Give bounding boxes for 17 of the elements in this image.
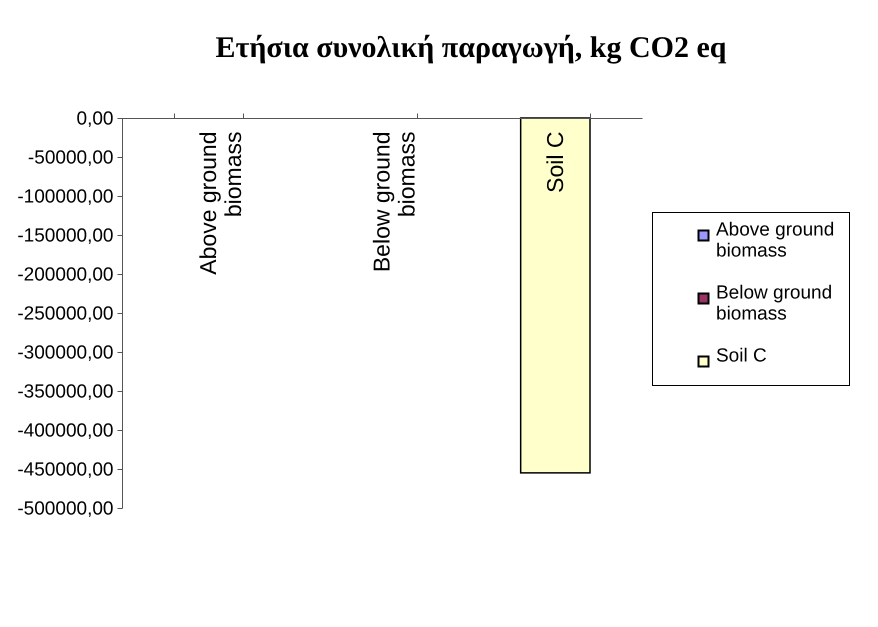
y-tick-label: -200000,00 <box>17 264 114 286</box>
y-tick-label: -150000,00 <box>17 226 114 246</box>
y-tick-label: -450000,00 <box>17 460 114 480</box>
y-tick-label: 0,00 <box>76 108 114 130</box>
y-tick-label: -350000,00 <box>17 382 114 402</box>
x-tick-label: Above ground biomass <box>195 132 246 275</box>
x-tick-label: Soil C <box>542 132 568 193</box>
y-tick-label: -100000,00 <box>17 186 114 208</box>
y-tick-label: -300000,00 <box>17 342 114 364</box>
x-tick-label: Below ground biomass <box>368 132 420 272</box>
legend-label: Below ground biomass <box>716 282 832 324</box>
y-tick-label: -50000,00 <box>28 148 114 168</box>
y-tick-label: -400000,00 <box>17 420 114 442</box>
y-tick-label: -500000,00 <box>17 498 114 520</box>
chart-title: Ετήσια συνολική παραγωγή, kg CO2 eq <box>216 31 727 64</box>
legend-label: Soil C <box>716 346 767 366</box>
y-tick-label: -250000,00 <box>17 304 114 324</box>
